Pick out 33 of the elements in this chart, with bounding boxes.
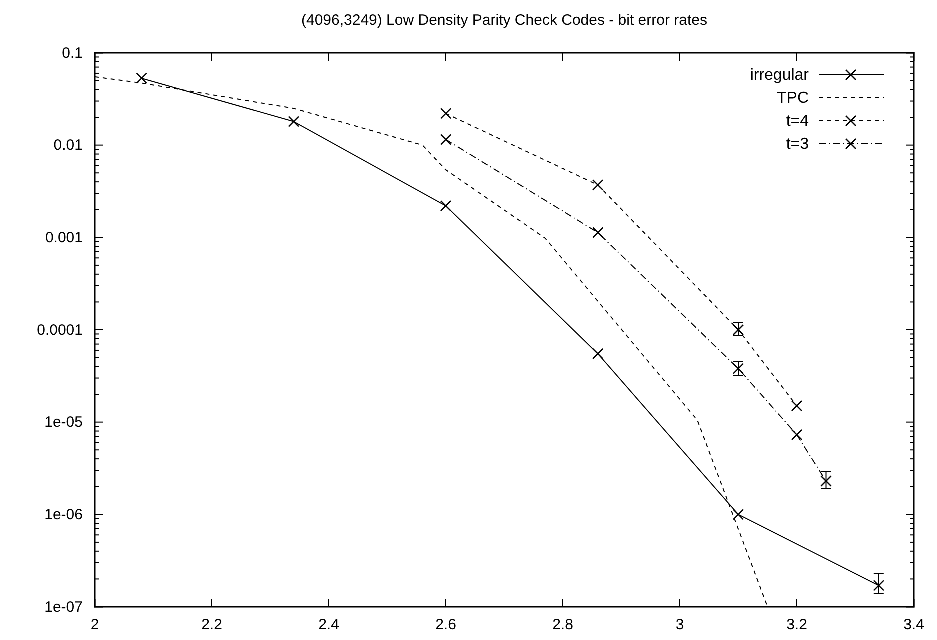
point — [732, 509, 744, 520]
x-tick-label: 3.2 — [786, 616, 808, 634]
point — [440, 134, 452, 146]
point — [440, 200, 452, 212]
legend-label: irregular — [750, 67, 810, 84]
y-tick-label: 1e-07 — [44, 598, 83, 616]
point — [592, 227, 604, 238]
point — [136, 72, 148, 84]
x-tick-label: 3.4 — [904, 616, 924, 634]
x-tick-label: 2.8 — [552, 616, 574, 634]
x-tick-label: 2.6 — [436, 616, 456, 634]
y-tick-label: 0.001 — [45, 229, 83, 246]
chart-title: (4096,3249) Low Density Parity Check Codes - bit error rates — [301, 12, 708, 29]
legend-label: t=4 — [786, 113, 810, 130]
point — [791, 429, 803, 441]
y-tick-label: 1e-06 — [44, 506, 83, 524]
x-tick-label: 2.4 — [318, 616, 340, 634]
legend-label: TPC — [777, 90, 809, 107]
x-tick-label: 3 — [676, 616, 684, 634]
x-tick-label: 2 — [90, 616, 100, 634]
point — [440, 108, 452, 120]
y-tick-label: 0.1 — [62, 44, 83, 62]
y-tick-label: 0.01 — [54, 137, 83, 154]
point — [592, 348, 604, 360]
point — [592, 180, 604, 191]
y-tick-label: 1e-05 — [44, 414, 83, 432]
point — [820, 476, 832, 487]
legend-label: t=3 — [786, 136, 810, 153]
point — [873, 580, 885, 592]
x-tick-label: 2.2 — [202, 616, 222, 634]
point — [288, 116, 300, 128]
y-tick-label: 0.0001 — [37, 322, 83, 339]
point — [791, 400, 803, 412]
